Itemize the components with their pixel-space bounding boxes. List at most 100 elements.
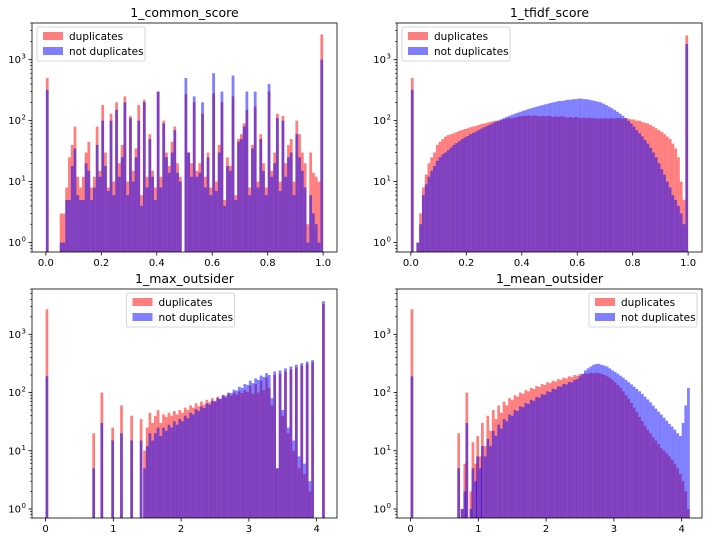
histogram-bar [651, 405, 655, 518]
y-tick-label: 10 [8, 388, 21, 399]
histogram-bar [469, 134, 472, 252]
histogram-bar [616, 373, 620, 518]
histogram-bar [635, 130, 639, 252]
histogram-bar [660, 169, 664, 252]
histogram-bar [229, 393, 233, 518]
histogram-bar [257, 379, 260, 518]
histogram-bar [303, 187, 307, 252]
histogram-bar [508, 414, 511, 518]
histogram-bar [248, 380, 252, 518]
x-tick-label: 0.8 [260, 258, 276, 269]
histogram-bar [115, 109, 118, 252]
histogram-bar [582, 99, 586, 253]
histogram-bar [527, 403, 530, 518]
histogram-bar [305, 361, 309, 518]
histogram-bar [237, 141, 240, 252]
histogram-bar [458, 141, 461, 252]
histogram-bar [482, 127, 486, 252]
histogram-bar [603, 365, 606, 518]
histogram-bar [543, 104, 547, 253]
histogram-bar [649, 402, 652, 518]
histogram-bar [499, 119, 503, 252]
histogram-bar [430, 170, 434, 252]
histogram-bar [154, 433, 157, 518]
histogram-bar [646, 399, 650, 518]
histogram-bar [662, 417, 666, 518]
histogram-bar [496, 120, 500, 253]
histogram-bar [295, 134, 299, 252]
histogram-bar [198, 172, 202, 252]
histogram-bar [524, 109, 528, 252]
histogram-bar [76, 195, 80, 252]
histogram-bar [281, 410, 285, 518]
histogram-bar [463, 463, 467, 518]
histogram-bar [519, 406, 522, 518]
histogram-bar [273, 163, 276, 252]
histogram-bar [548, 392, 552, 518]
histogram-bar [527, 109, 531, 252]
legend-label: duplicates [69, 31, 123, 43]
x-tick-label: 3 [246, 524, 252, 535]
histogram-bar [145, 446, 149, 518]
y-tick-exponent: 3 [387, 327, 391, 335]
histogram-bar [586, 368, 590, 518]
histogram-bar [320, 59, 324, 253]
histogram-bar [630, 384, 633, 518]
histogram-bar [537, 397, 541, 518]
histogram-bar [101, 120, 105, 253]
histogram-bar [278, 370, 282, 518]
histogram-bar [59, 213, 63, 252]
histogram-bar [494, 435, 498, 518]
histogram-bar [314, 176, 318, 252]
legend-label: duplicates [434, 31, 488, 43]
histogram-bar [286, 427, 290, 518]
histogram-bar [213, 401, 217, 518]
histogram-bar [471, 132, 475, 252]
histogram-bar [670, 426, 674, 518]
histogram-bar [419, 224, 422, 252]
histogram-bar [546, 103, 550, 252]
histogram-bar [289, 152, 293, 252]
histogram-bar [654, 157, 658, 252]
histogram-bar [532, 400, 536, 518]
histogram-bar [248, 195, 252, 252]
histogram-bar [507, 115, 511, 252]
histogram-bar [208, 404, 211, 518]
histogram-bar [223, 205, 227, 252]
histogram-bar [677, 157, 680, 252]
y-tick-label: 10 [373, 177, 386, 188]
histogram-bar [681, 422, 685, 518]
histogram-bar [134, 157, 138, 252]
histogram-bar [278, 191, 282, 252]
axes-frame [396, 22, 703, 253]
histogram-bar [543, 394, 547, 518]
histogram-bar [555, 101, 558, 253]
histogram-bar [497, 424, 501, 518]
histogram-bar [284, 176, 288, 252]
histogram-bar [265, 373, 268, 518]
histogram-bar [142, 102, 146, 252]
histogram-bar [665, 420, 669, 518]
histogram-bar [521, 110, 525, 252]
histogram-bar [309, 195, 313, 252]
histogram-bar [435, 160, 439, 252]
histogram-bar [284, 368, 287, 518]
histogram-bar [262, 170, 265, 252]
histogram-bar [446, 150, 450, 252]
histogram-bar [521, 407, 525, 518]
histogram-bar [276, 468, 279, 518]
histogram-bar [251, 383, 255, 518]
histogram-bar [221, 395, 225, 518]
histogram-bar [457, 468, 461, 518]
histogram-bar [591, 100, 594, 252]
histogram-bar [577, 98, 580, 252]
histogram-bar [100, 422, 104, 518]
y-tick-exponent: 1 [22, 444, 26, 452]
y-tick-exponent: 2 [387, 386, 391, 394]
y-tick-exponent: 2 [22, 114, 26, 122]
histogram-bar [557, 101, 561, 252]
histogram-bar [276, 118, 279, 252]
histogram-bar [668, 187, 672, 252]
histogram-bar [256, 187, 260, 252]
